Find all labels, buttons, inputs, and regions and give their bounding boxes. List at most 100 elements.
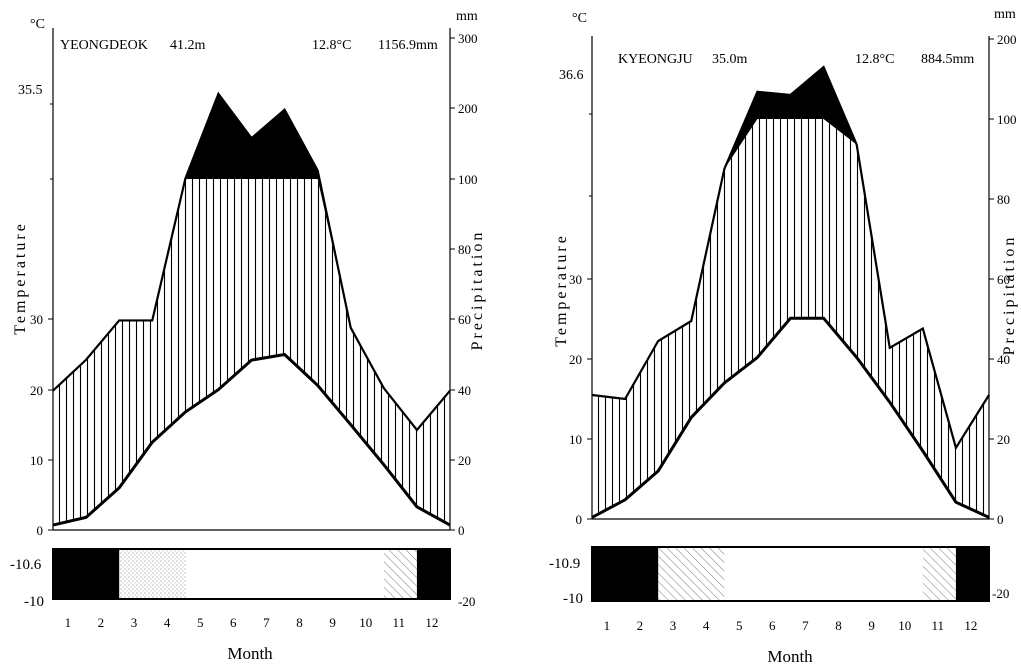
svg-text:100: 100 xyxy=(997,112,1017,127)
precip-tick: 20 xyxy=(989,432,1010,447)
frost-cell-white xyxy=(218,549,252,599)
x-axis-title: Month xyxy=(767,647,813,666)
svg-text:40: 40 xyxy=(458,383,471,398)
svg-text:30: 30 xyxy=(30,312,43,327)
frost-cell-hatched xyxy=(922,547,957,601)
month-label: 3 xyxy=(670,618,677,633)
extreme-min-label: -10.6 xyxy=(10,557,42,573)
left-unit-label: °C xyxy=(572,11,587,26)
month-label: 6 xyxy=(230,615,237,630)
y-axis-title: Temperature xyxy=(553,233,570,347)
precip-tick: 0 xyxy=(450,523,465,538)
frost-strip-frame xyxy=(52,548,451,600)
svg-text:0: 0 xyxy=(576,512,583,527)
frost-cell-hatched xyxy=(658,547,692,601)
station-name: KYEONGJU xyxy=(618,52,693,67)
y-axis-title: Temperature xyxy=(12,221,29,335)
month-label: 9 xyxy=(868,618,875,633)
temp-tick: 30 xyxy=(569,272,592,287)
month-label: 9 xyxy=(329,615,336,630)
temperature-line xyxy=(591,316,990,519)
extreme-max-label: 36.6 xyxy=(559,68,584,83)
strip-min-label: -10 xyxy=(24,594,44,610)
precip-tick: 200 xyxy=(989,32,1017,47)
svg-text:10: 10 xyxy=(569,432,582,447)
month-labels: 1 2 3 4 5 6 7 8 9 10 11 12 xyxy=(604,618,978,633)
precip-tick: 200 xyxy=(450,101,478,116)
y2-axis-title: Precipitation xyxy=(469,230,486,351)
right-precipitation-ticks: 0 20 40 60 80 100 200 300 xyxy=(450,31,478,538)
annual-precipitation: 884.5mm xyxy=(921,52,974,67)
svg-text:60: 60 xyxy=(997,272,1010,287)
frost-cell-dotted xyxy=(152,549,186,599)
frost-cell-dotted xyxy=(119,549,153,599)
month-label: 2 xyxy=(637,618,644,633)
frost-cell-black xyxy=(955,547,990,601)
month-label: 6 xyxy=(769,618,776,633)
frost-cell-white xyxy=(251,549,286,599)
humid-area xyxy=(53,179,450,526)
svg-text:30: 30 xyxy=(569,272,582,287)
panel-kyeongju: °C mm KYEONGJU 35.0m 12.8°C 884.5mm 36.6… xyxy=(549,7,1018,666)
frost-cell-black xyxy=(86,549,120,599)
station-elevation: 35.0m xyxy=(712,52,748,67)
frost-cell-white xyxy=(350,549,385,599)
precip-tick: 20 xyxy=(450,453,471,468)
month-label: 4 xyxy=(164,615,171,630)
precip-tick: 40 xyxy=(989,352,1010,367)
strip-min-label: -10 xyxy=(563,591,583,607)
frost-cell-white xyxy=(284,549,319,599)
left-temperature-ticks: 0 10 20 30 xyxy=(569,272,592,527)
station-name: YEONGDEOK xyxy=(60,38,148,53)
left-unit-label: °C xyxy=(30,17,45,32)
svg-text:0: 0 xyxy=(997,512,1004,527)
precip-tick: 80 xyxy=(450,242,471,257)
right-strip-label: -20 xyxy=(458,594,475,609)
month-label: 1 xyxy=(604,618,611,633)
frost-strip xyxy=(591,546,990,602)
mean-temperature: 12.8°C xyxy=(855,52,894,67)
svg-text:40: 40 xyxy=(997,352,1010,367)
mean-temperature: 12.8°C xyxy=(312,38,351,53)
y2-axis-title: Precipitation xyxy=(1001,235,1018,356)
right-unit-label: mm xyxy=(994,7,1016,22)
extreme-max-label: 35.5 xyxy=(18,83,43,98)
frost-cell-white xyxy=(823,547,858,601)
month-label: 3 xyxy=(131,615,138,630)
precip-tick: 100 xyxy=(989,112,1017,127)
frost-strip-frame xyxy=(591,546,990,602)
temp-tick: 10 xyxy=(30,453,53,468)
precip-tick: 0 xyxy=(989,512,1004,527)
precip-tick: 60 xyxy=(989,272,1010,287)
month-label: 12 xyxy=(425,615,438,630)
frost-cell-white xyxy=(856,547,891,601)
month-label: 10 xyxy=(898,618,911,633)
month-label: 10 xyxy=(359,615,372,630)
svg-text:300: 300 xyxy=(458,31,478,46)
month-label: 5 xyxy=(736,618,743,633)
precip-tick: 300 xyxy=(450,31,478,46)
month-label: 2 xyxy=(98,615,105,630)
svg-text:60: 60 xyxy=(458,312,471,327)
svg-text:80: 80 xyxy=(997,192,1010,207)
month-label: 7 xyxy=(263,615,270,630)
annual-precipitation: 1156.9mm xyxy=(378,38,438,53)
temp-tick: 20 xyxy=(569,352,592,367)
precip-tick: 60 xyxy=(450,312,471,327)
temp-tick: 0 xyxy=(37,523,53,538)
frost-cell-white xyxy=(185,549,219,599)
temp-tick: 30 xyxy=(30,312,53,327)
frost-cell-white xyxy=(889,547,924,601)
svg-text:200: 200 xyxy=(458,101,478,116)
svg-text:200: 200 xyxy=(997,32,1017,47)
month-label: 4 xyxy=(703,618,710,633)
station-elevation: 41.2m xyxy=(170,38,206,53)
svg-text:20: 20 xyxy=(458,453,471,468)
frost-cell-white xyxy=(724,547,758,601)
right-unit-label: mm xyxy=(456,9,478,24)
month-labels: 1 2 3 4 5 6 7 8 9 10 11 12 xyxy=(65,615,439,630)
x-axis-title: Month xyxy=(227,644,273,663)
svg-text:20: 20 xyxy=(30,383,43,398)
precip-tick: 40 xyxy=(450,383,471,398)
